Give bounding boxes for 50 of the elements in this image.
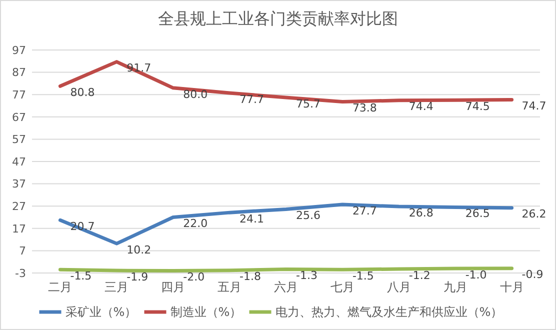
y-tick-label: -3 [15,266,26,280]
x-tick-label: 九月 [443,280,468,294]
data-label: 75.7 [296,97,320,110]
x-tick-label: 五月 [218,280,242,294]
data-label: 26.5 [465,207,490,220]
legend-label: 采矿业（%） [65,305,137,320]
y-tick-label: 97 [12,44,26,57]
y-tick-label: 17 [12,222,26,236]
y-tick-label: 77 [12,88,26,102]
data-label: 25.6 [296,209,320,222]
data-label: 77.7 [240,92,264,106]
legend-label: 电力、热力、燃气及水生产和供应业（%） [275,305,503,320]
y-tick-label: 37 [12,178,26,191]
data-label: -1.5 [352,270,374,283]
line-series [58,202,514,246]
x-tick-label: 二月 [48,280,72,294]
data-label: 74.4 [408,100,434,114]
chart-title: 全县规上工业各门类贡献率对比图 [158,9,398,28]
data-label: 10.2 [126,243,152,256]
x-tick-label: 三月 [104,280,129,294]
x-tick-label: 八月 [386,280,411,294]
y-tick-label: 27 [12,200,26,213]
legend-label: 制造业（%） [170,305,242,320]
data-label: -1.0 [465,268,487,282]
x-tick-label: 四月 [161,280,186,294]
data-label: -2.0 [183,270,205,284]
data-label: -1.3 [296,269,318,282]
data-label: -1.9 [126,270,148,284]
data-label: -1.5 [70,270,92,283]
data-label: 80.8 [70,86,95,99]
data-label: 24.1 [240,212,264,226]
data-label: 74.7 [522,100,546,113]
x-tick-label: 十月 [500,280,524,294]
data-label: -1.8 [240,270,262,284]
data-label: 26.8 [408,206,434,220]
data-label: 27.7 [352,204,377,218]
data-label: -1.2 [408,268,430,282]
y-tick-label: 57 [12,133,26,146]
data-label: 74.5 [465,100,490,114]
y-tick-label: 87 [12,66,26,80]
x-tick-label: 七月 [330,280,354,294]
data-label: 80.0 [183,88,208,101]
y-tick-label: 7 [19,244,26,258]
x-tick-label: 六月 [274,280,298,294]
data-label: -0.9 [522,268,544,282]
y-tick-label: 47 [12,155,26,168]
y-tick-label: 67 [12,110,26,124]
data-label: 22.0 [183,217,208,230]
data-label: 26.2 [522,208,546,221]
data-label: 73.8 [352,102,377,115]
